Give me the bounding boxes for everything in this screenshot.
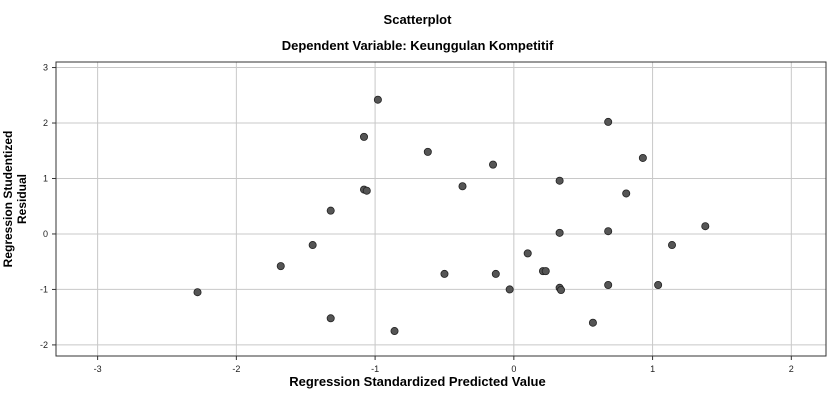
data-point (604, 227, 613, 236)
y-tick-label: 3 (43, 63, 48, 73)
data-point (557, 285, 566, 294)
y-tick-label: 0 (43, 229, 48, 239)
data-point (362, 186, 371, 195)
y-tick-label: -1 (40, 284, 48, 294)
x-tick-label: 2 (789, 364, 794, 374)
data-point (359, 132, 368, 141)
y-tick-label: -2 (40, 340, 48, 350)
data-point (440, 269, 449, 278)
data-point (390, 327, 399, 336)
data-point (458, 182, 467, 191)
x-axis-ticks: -3 -2 -1 0 1 2 (94, 356, 794, 374)
data-point (505, 285, 514, 294)
data-point (326, 314, 335, 323)
data-point (193, 288, 202, 297)
x-tick-label: 0 (511, 364, 516, 374)
data-point (491, 269, 500, 278)
x-tick-label: -2 (232, 364, 240, 374)
data-point (276, 262, 285, 271)
data-point (523, 249, 532, 258)
data-point (308, 241, 317, 250)
data-point (604, 117, 613, 126)
grid-lines (56, 62, 826, 356)
data-point (489, 160, 498, 169)
data-point (701, 222, 710, 231)
y-axis-label: Regression Studentized Residual (1, 130, 29, 268)
data-point (638, 153, 647, 162)
data-point (423, 147, 432, 156)
plot-area-frame (55, 61, 827, 357)
data-point (326, 206, 335, 215)
y-axis-ticks: 3 2 1 0 -1 -2 (40, 63, 56, 350)
y-tick-label: 1 (43, 173, 48, 183)
data-point (654, 280, 663, 289)
data-point (373, 95, 382, 104)
x-axis-label: Regression Standardized Predicted Value (289, 374, 546, 389)
x-tick-label: -3 (94, 364, 102, 374)
data-point (541, 267, 550, 276)
x-tick-label: 1 (650, 364, 655, 374)
data-point (668, 241, 677, 250)
chart-title: Scatterplot (383, 12, 452, 27)
y-tick-label: 2 (43, 118, 48, 128)
data-point (622, 189, 631, 198)
data-point (604, 280, 613, 289)
data-point (555, 176, 564, 185)
data-points (193, 95, 710, 336)
chart-subtitle: Dependent Variable: Keunggulan Kompetiti… (281, 38, 554, 53)
data-point (588, 318, 597, 327)
data-point (555, 228, 564, 237)
x-tick-label: -1 (371, 364, 379, 374)
